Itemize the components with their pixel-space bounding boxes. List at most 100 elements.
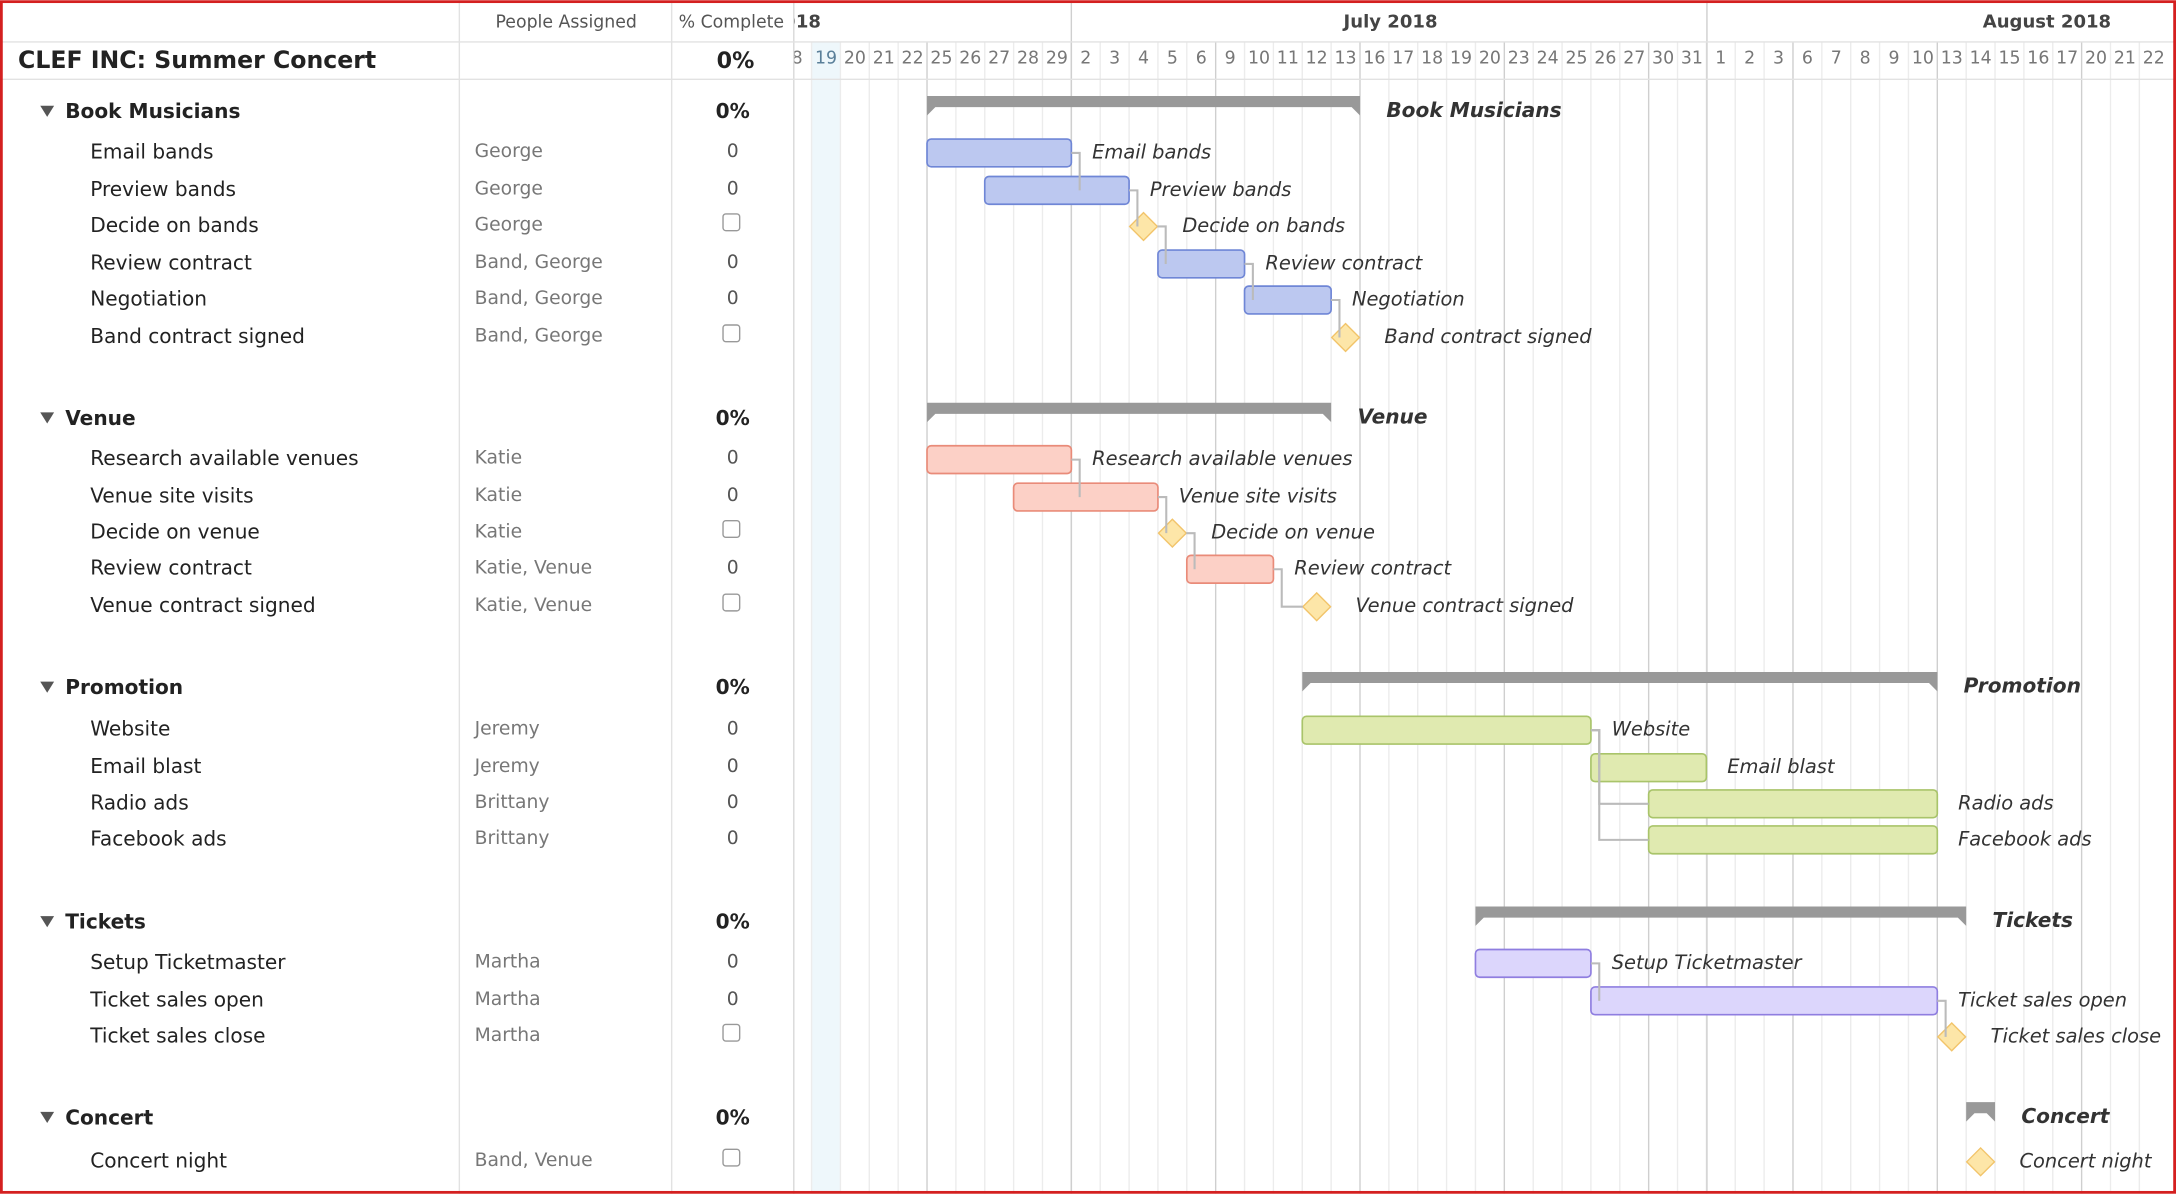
dependency-line bbox=[1590, 729, 1649, 841]
task-bar-label: Email blast bbox=[1727, 755, 1836, 778]
day-label: 27 bbox=[988, 49, 1010, 69]
day-label: 25 bbox=[930, 49, 952, 69]
task-bar bbox=[1647, 825, 1939, 855]
dependency-line bbox=[1071, 458, 1081, 498]
complete-checkbox[interactable] bbox=[722, 1023, 741, 1042]
task-bar-label: Concert night bbox=[2019, 1149, 2152, 1172]
task-people: Martha bbox=[475, 1025, 541, 1046]
group-name: Promotion bbox=[65, 675, 183, 699]
task-bar-label: Ticket sales open bbox=[1958, 988, 2127, 1011]
day-label: 18 bbox=[1421, 49, 1443, 69]
task-bar-label: Research available venues bbox=[1092, 447, 1352, 470]
task-name: Website bbox=[90, 717, 170, 741]
task-complete: 0 bbox=[727, 485, 739, 506]
dependency-line bbox=[1590, 962, 1601, 1001]
task-name: Band contract signed bbox=[90, 324, 305, 348]
task-bar-label: Review contract bbox=[1294, 557, 1452, 580]
dependency-line bbox=[1186, 532, 1196, 570]
task-people: Band, George bbox=[475, 326, 603, 347]
day-label: 19 bbox=[1450, 49, 1472, 69]
dependency-line bbox=[1157, 225, 1167, 264]
day-label: 3 bbox=[1109, 49, 1120, 69]
dependency-line bbox=[1071, 151, 1081, 191]
project-title: CLEF INC: Summer Concert bbox=[18, 46, 376, 74]
task-complete: 0 bbox=[727, 718, 739, 739]
day-label: 28 bbox=[1017, 49, 1039, 69]
complete-checkbox[interactable] bbox=[722, 1148, 741, 1167]
task-complete: 0 bbox=[727, 828, 739, 849]
task-people: Band, George bbox=[475, 288, 603, 309]
complete-checkbox[interactable] bbox=[722, 593, 741, 612]
task-name: Decide on venue bbox=[90, 520, 260, 544]
milestone-diamond bbox=[1965, 1146, 1996, 1177]
task-name: Email bands bbox=[90, 139, 213, 163]
day-label: 6 bbox=[1196, 49, 1207, 69]
task-complete: 0 bbox=[727, 756, 739, 777]
day-label: 31 bbox=[1681, 49, 1703, 69]
day-label: 16 bbox=[2027, 49, 2049, 69]
day-label: 9 bbox=[1225, 49, 1236, 69]
day-label: 20 bbox=[844, 49, 866, 69]
task-people: Katie, Venue bbox=[475, 595, 593, 616]
task-complete: 0 bbox=[727, 179, 739, 200]
day-label: 30 bbox=[1652, 49, 1674, 69]
task-bar-label: Facebook ads bbox=[1958, 827, 2091, 850]
complete-checkbox[interactable] bbox=[722, 519, 741, 539]
task-name: Ticket sales close bbox=[89, 1023, 265, 1047]
task-name: Review contract bbox=[90, 556, 252, 580]
summary-bar bbox=[927, 402, 1332, 423]
task-complete: 0 bbox=[727, 288, 739, 309]
task-bar-label: Band contract signed bbox=[1384, 325, 1592, 348]
day-label: 10 bbox=[1912, 49, 1934, 69]
task-people: George bbox=[475, 215, 543, 236]
task-bar-label: Preview bands bbox=[1150, 178, 1291, 201]
project-percent: 0% bbox=[717, 48, 755, 74]
task-people: Band, George bbox=[475, 252, 603, 273]
summary-bar bbox=[1302, 671, 1938, 692]
day-label: 26 bbox=[1594, 49, 1616, 69]
task-people: Brittany bbox=[475, 792, 550, 813]
task-name: Concert night bbox=[90, 1148, 227, 1172]
month-label: July 2018 bbox=[1342, 11, 1438, 32]
day-label: 25 bbox=[1565, 49, 1587, 69]
day-label: 26 bbox=[959, 49, 981, 69]
day-label: 13 bbox=[1335, 49, 1357, 69]
column-header: % Complete bbox=[679, 12, 784, 32]
complete-checkbox[interactable] bbox=[722, 324, 741, 343]
day-label: 12 bbox=[1306, 49, 1328, 69]
day-label: 4 bbox=[1138, 49, 1149, 69]
month-label: August 2018 bbox=[1983, 11, 2111, 32]
task-people: Katie bbox=[475, 521, 522, 542]
task-people: George bbox=[475, 179, 543, 200]
task-name: Review contract bbox=[90, 250, 252, 274]
day-label: 3 bbox=[1773, 49, 1784, 69]
day-label: 15 bbox=[1998, 49, 2020, 69]
task-bar-label: Ticket sales close bbox=[1991, 1024, 2162, 1047]
task-bar bbox=[1243, 285, 1332, 315]
month-label: 018 bbox=[783, 11, 821, 32]
column-header: People Assigned bbox=[495, 12, 636, 32]
task-bar bbox=[1474, 948, 1592, 979]
summary-label: Promotion bbox=[1964, 674, 2081, 698]
day-label: 17 bbox=[1392, 49, 1414, 69]
task-bar-label: Venue site visits bbox=[1179, 485, 1337, 508]
day-label: 13 bbox=[1941, 49, 1963, 69]
day-label: 19 bbox=[815, 49, 837, 69]
day-label: 16 bbox=[1363, 49, 1385, 69]
day-label: 22 bbox=[2143, 49, 2165, 69]
day-label: 22 bbox=[902, 49, 924, 69]
summary-bar bbox=[1475, 906, 1967, 926]
summary-label: Venue bbox=[1358, 404, 1428, 428]
day-label: 14 bbox=[1970, 49, 1992, 69]
task-bar bbox=[1301, 715, 1592, 745]
task-people: Katie bbox=[475, 448, 522, 469]
task-name: Venue site visits bbox=[90, 484, 253, 508]
task-name: Decide on bands bbox=[90, 213, 259, 237]
task-name: Facebook ads bbox=[90, 826, 226, 850]
group-percent: 0% bbox=[716, 675, 750, 699]
task-bar bbox=[1185, 554, 1275, 584]
task-name: Ticket sales open bbox=[89, 987, 264, 1011]
complete-checkbox[interactable] bbox=[722, 213, 741, 232]
summary-bar bbox=[927, 96, 1360, 116]
